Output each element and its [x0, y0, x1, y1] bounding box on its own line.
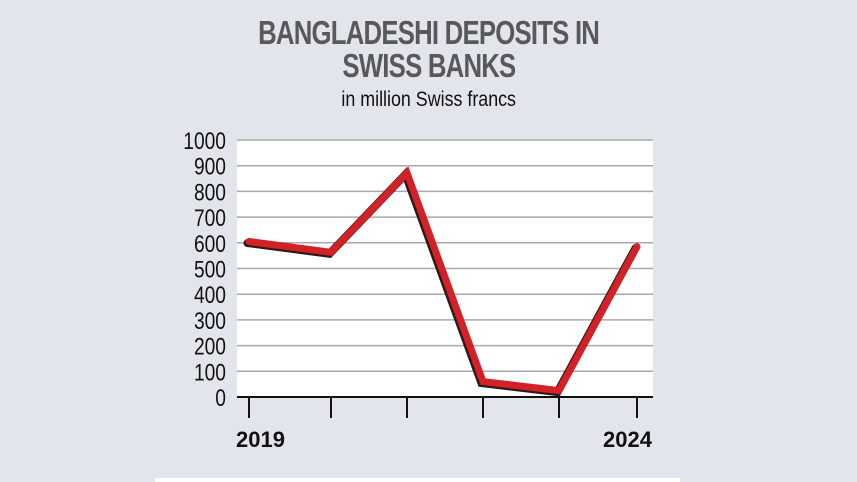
y-tick-label: 400 — [194, 281, 226, 309]
y-tick-label: 700 — [194, 204, 226, 232]
x-tick-label: 2019 — [236, 427, 285, 452]
y-tick-label: 900 — [194, 153, 226, 181]
series-line — [245, 166, 641, 395]
chart-subtitle: in million Swiss francs — [341, 88, 516, 111]
y-tick-label: 1000 — [183, 127, 226, 155]
y-tick-label: 200 — [194, 333, 226, 361]
y-tick-label: 800 — [194, 178, 226, 206]
y-tick-label: 0 — [215, 384, 226, 412]
x-tick-label: 2024 — [603, 427, 653, 452]
y-tick-label: 100 — [194, 358, 226, 386]
chart-title-line-2: SWISS BANKS — [341, 47, 516, 84]
bottom-strip — [155, 478, 680, 482]
y-tick-label: 300 — [194, 307, 226, 335]
y-tick-label: 600 — [194, 230, 226, 258]
y-tick-label: 500 — [194, 255, 226, 283]
chart-title-line-1: BANGLADESHI DEPOSITS IN — [257, 14, 600, 51]
